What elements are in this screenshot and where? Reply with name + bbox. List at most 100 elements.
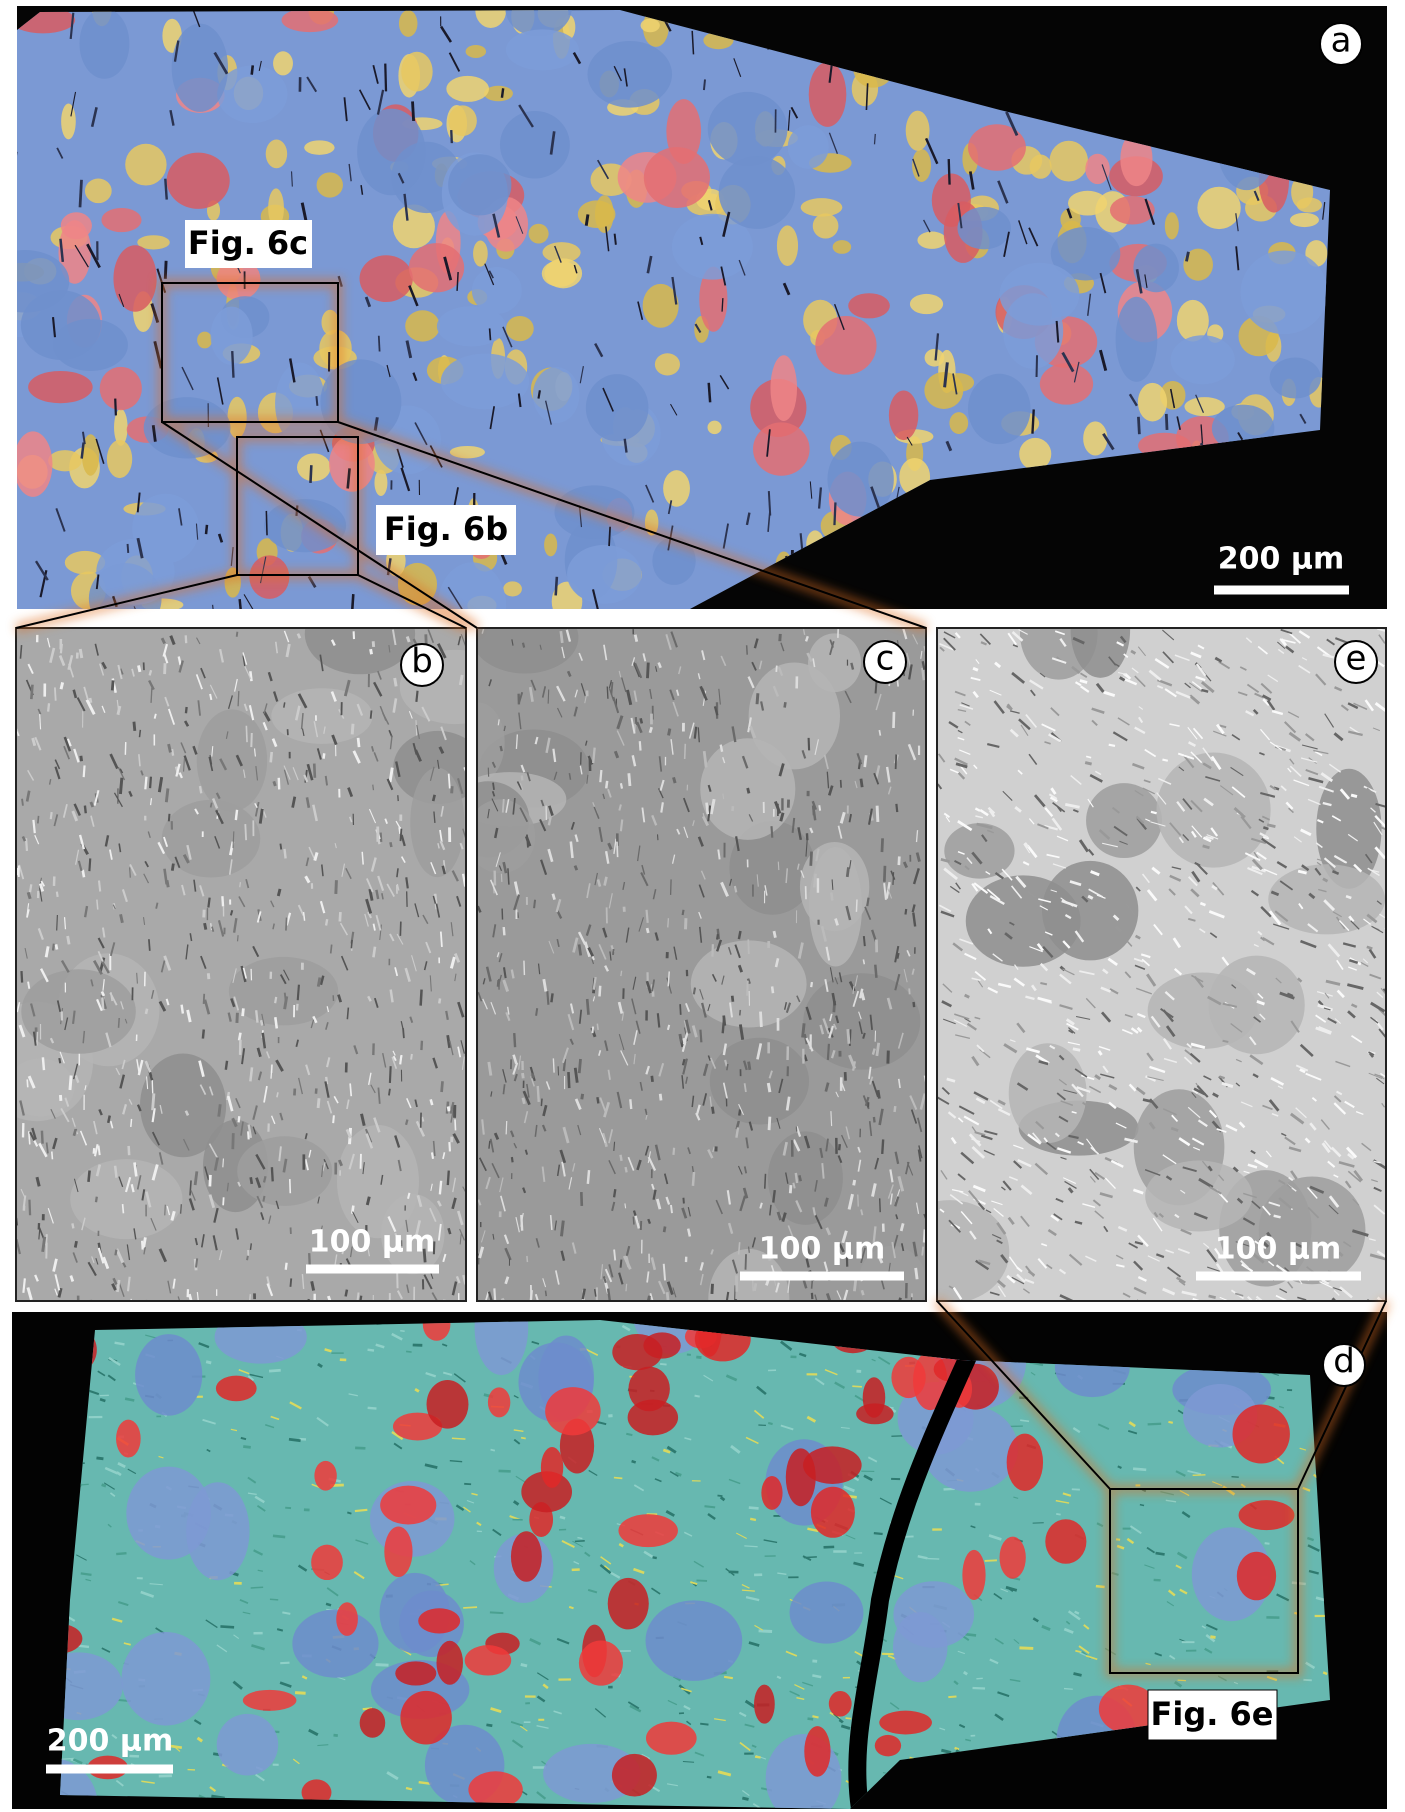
mineral-grain — [17, 250, 70, 313]
texture — [288, 1179, 292, 1194]
texture — [777, 1572, 787, 1575]
texture — [332, 1115, 335, 1124]
texture — [1233, 807, 1246, 819]
texture — [254, 801, 260, 817]
texture — [696, 1355, 702, 1359]
fracture — [1128, 393, 1138, 407]
texture — [1144, 1168, 1161, 1177]
texture — [437, 759, 440, 770]
mineral-grain — [1133, 243, 1179, 293]
texture — [612, 948, 615, 956]
texture — [646, 662, 650, 679]
texture — [209, 684, 218, 699]
texture — [1208, 910, 1225, 919]
fracture — [17, 151, 18, 170]
texture — [603, 644, 608, 661]
texture — [127, 1468, 137, 1475]
texture — [319, 654, 324, 672]
texture — [971, 851, 983, 865]
texture — [300, 713, 304, 730]
texture — [292, 767, 299, 781]
texture — [253, 748, 256, 757]
texture — [326, 1006, 330, 1013]
texture — [226, 1182, 229, 1192]
texture — [979, 1048, 991, 1059]
texture — [421, 1116, 425, 1122]
texture — [1332, 1287, 1343, 1292]
texture — [96, 899, 99, 910]
texture — [577, 1124, 582, 1136]
texture — [1019, 1646, 1034, 1650]
texture — [240, 1436, 247, 1441]
texture — [439, 829, 443, 843]
texture — [254, 1495, 265, 1504]
texture — [170, 863, 175, 871]
texture — [971, 1055, 980, 1067]
texture — [801, 1023, 806, 1038]
texture — [298, 1077, 304, 1095]
texture — [150, 687, 153, 703]
texture — [1202, 844, 1210, 850]
mineral-grain — [587, 40, 673, 108]
texture — [88, 697, 93, 704]
texture — [1176, 801, 1186, 812]
texture — [138, 754, 141, 767]
texture — [1336, 959, 1344, 971]
texture — [96, 998, 103, 1012]
fracture — [707, 382, 712, 403]
texture — [60, 1108, 70, 1123]
texture — [462, 828, 466, 842]
texture — [392, 1050, 396, 1056]
texture — [810, 981, 814, 988]
texture — [326, 1057, 331, 1068]
fracture — [608, 526, 611, 547]
texture — [1367, 867, 1380, 877]
texture — [1073, 1672, 1082, 1677]
texture — [627, 773, 632, 787]
texture — [119, 768, 124, 774]
texture — [586, 1170, 591, 1184]
texture — [255, 1010, 259, 1023]
texture — [631, 998, 637, 1015]
texture — [943, 812, 951, 818]
texture — [841, 1230, 848, 1244]
texture — [1206, 1249, 1218, 1263]
texture — [657, 662, 662, 669]
texture — [94, 643, 99, 656]
texture — [976, 822, 993, 830]
texture — [416, 1194, 423, 1208]
texture — [1352, 1198, 1360, 1206]
texture — [297, 904, 305, 916]
texture — [616, 730, 625, 746]
texture — [800, 870, 805, 879]
texture — [553, 1710, 562, 1715]
mineral-grain — [505, 315, 534, 342]
texture — [1347, 833, 1359, 842]
texture — [639, 1081, 643, 1091]
texture — [783, 1002, 788, 1010]
texture — [1270, 1300, 1273, 1301]
mineral-grain — [121, 1631, 211, 1726]
texture — [703, 1374, 714, 1382]
texture — [681, 1041, 687, 1053]
grain — [803, 973, 921, 1070]
texture — [503, 725, 506, 732]
texture — [256, 911, 262, 923]
fracture — [623, 68, 628, 87]
texture — [613, 838, 617, 854]
texture — [893, 1574, 904, 1580]
texture — [144, 1008, 149, 1015]
texture — [505, 1011, 511, 1022]
texture — [738, 1711, 747, 1718]
texture — [213, 1207, 219, 1223]
mineral-grain — [967, 373, 1031, 445]
texture — [1183, 1056, 1193, 1065]
texture — [683, 743, 687, 760]
fracture — [517, 393, 522, 408]
texture — [1376, 991, 1384, 998]
texture — [430, 861, 437, 875]
fracture — [952, 373, 958, 395]
mineral-grain — [828, 1690, 852, 1717]
fracture — [912, 158, 920, 177]
texture — [843, 1485, 855, 1493]
